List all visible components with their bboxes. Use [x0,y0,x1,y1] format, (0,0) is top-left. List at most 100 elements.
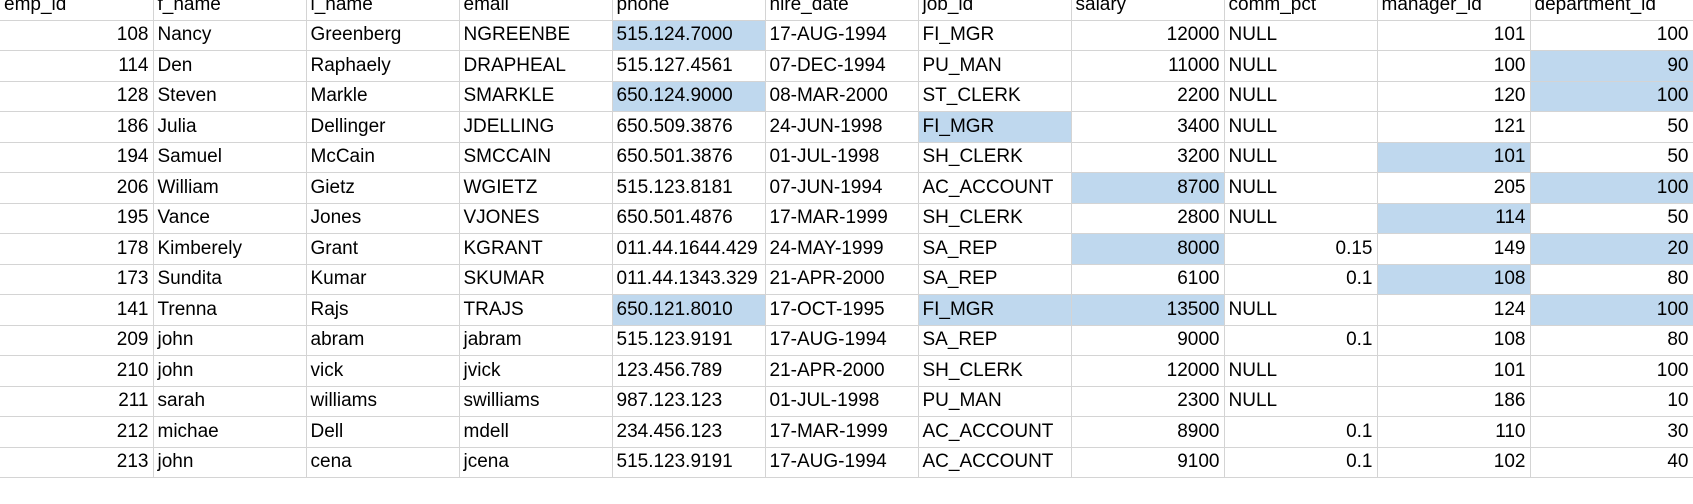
cell-f-name[interactable]: Steven [153,81,307,112]
column-header-email[interactable]: email [459,0,613,21]
cell-l-name[interactable]: Dell [306,416,460,448]
cell-phone[interactable]: 234.456.123 [612,416,766,448]
cell-hire-date[interactable]: 08-MAR-2000 [765,81,919,112]
cell-f-name[interactable]: john [153,447,307,478]
cell-hire-date[interactable]: 07-DEC-1994 [765,50,919,82]
cell-manager-id[interactable]: 186 [1377,386,1531,417]
cell-emp-id[interactable]: 178 [0,233,154,265]
cell-comm-pct[interactable]: NULL [1224,172,1378,204]
cell-emp-id[interactable]: 173 [0,264,154,295]
cell-phone[interactable]: 123.456.789 [612,355,766,387]
cell-f-name[interactable]: sarah [153,386,307,417]
cell-salary[interactable]: 2800 [1071,203,1225,234]
cell-salary[interactable]: 13500 [1071,294,1225,326]
cell-job-id[interactable]: AC_ACCOUNT [918,447,1072,478]
cell-phone[interactable]: 987.123.123 [612,386,766,417]
cell-comm-pct[interactable]: 0.1 [1224,447,1378,478]
cell-department-id[interactable]: 90 [1530,50,1693,82]
cell-manager-id[interactable]: 100 [1377,50,1531,82]
cell-comm-pct[interactable]: NULL [1224,294,1378,326]
cell-l-name[interactable]: Rajs [306,294,460,326]
cell-email[interactable]: swilliams [459,386,613,417]
cell-job-id[interactable]: PU_MAN [918,386,1072,417]
cell-f-name[interactable]: michae [153,416,307,448]
cell-department-id[interactable]: 50 [1530,203,1693,234]
column-header-salary[interactable]: salary [1071,0,1225,21]
cell-l-name[interactable]: Greenberg [306,20,460,51]
cell-manager-id[interactable]: 108 [1377,264,1531,295]
cell-hire-date[interactable]: 24-MAY-1999 [765,233,919,265]
cell-email[interactable]: DRAPHEAL [459,50,613,82]
cell-phone[interactable]: 650.121.8010 [612,294,766,326]
cell-comm-pct[interactable]: NULL [1224,111,1378,143]
cell-department-id[interactable]: 20 [1530,233,1693,265]
cell-hire-date[interactable]: 17-AUG-1994 [765,325,919,356]
cell-department-id[interactable]: 100 [1530,355,1693,387]
cell-salary[interactable]: 2200 [1071,81,1225,112]
cell-phone[interactable]: 515.127.4561 [612,50,766,82]
cell-job-id[interactable]: SH_CLERK [918,142,1072,173]
cell-job-id[interactable]: SH_CLERK [918,203,1072,234]
cell-emp-id[interactable]: 114 [0,50,154,82]
cell-salary[interactable]: 9000 [1071,325,1225,356]
cell-emp-id[interactable]: 211 [0,386,154,417]
cell-l-name[interactable]: Markle [306,81,460,112]
cell-f-name[interactable]: Sundita [153,264,307,295]
cell-phone[interactable]: 650.501.3876 [612,142,766,173]
cell-salary[interactable]: 12000 [1071,20,1225,51]
cell-comm-pct[interactable]: NULL [1224,50,1378,82]
cell-l-name[interactable]: Raphaely [306,50,460,82]
cell-phone[interactable]: 011.44.1343.329 [612,264,766,295]
cell-email[interactable]: VJONES [459,203,613,234]
cell-l-name[interactable]: Jones [306,203,460,234]
cell-l-name[interactable]: Kumar [306,264,460,295]
cell-l-name[interactable]: Dellinger [306,111,460,143]
cell-salary[interactable]: 8900 [1071,416,1225,448]
cell-department-id[interactable]: 100 [1530,294,1693,326]
cell-f-name[interactable]: Kimberely [153,233,307,265]
cell-job-id[interactable]: FI_MGR [918,294,1072,326]
cell-salary[interactable]: 6100 [1071,264,1225,295]
cell-email[interactable]: SMCCAIN [459,142,613,173]
column-header-f-name[interactable]: f_name [153,0,307,21]
cell-salary[interactable]: 9100 [1071,447,1225,478]
cell-f-name[interactable]: Nancy [153,20,307,51]
cell-department-id[interactable]: 50 [1530,111,1693,143]
cell-phone[interactable]: 650.509.3876 [612,111,766,143]
cell-hire-date[interactable]: 01-JUL-1998 [765,142,919,173]
cell-hire-date[interactable]: 17-AUG-1994 [765,447,919,478]
cell-manager-id[interactable]: 101 [1377,20,1531,51]
cell-f-name[interactable]: john [153,355,307,387]
cell-salary[interactable]: 3200 [1071,142,1225,173]
cell-email[interactable]: jabram [459,325,613,356]
cell-job-id[interactable]: ST_CLERK [918,81,1072,112]
cell-manager-id[interactable]: 121 [1377,111,1531,143]
column-header-department-id[interactable]: department_id [1530,0,1693,21]
column-header-comm-pct[interactable]: comm_pct [1224,0,1378,21]
cell-hire-date[interactable]: 21-APR-2000 [765,264,919,295]
cell-f-name[interactable]: Julia [153,111,307,143]
cell-department-id[interactable]: 80 [1530,325,1693,356]
cell-department-id[interactable]: 10 [1530,386,1693,417]
cell-f-name[interactable]: Den [153,50,307,82]
cell-comm-pct[interactable]: NULL [1224,20,1378,51]
cell-email[interactable]: jvick [459,355,613,387]
cell-l-name[interactable]: abram [306,325,460,356]
cell-emp-id[interactable]: 108 [0,20,154,51]
column-header-phone[interactable]: phone [612,0,766,21]
cell-comm-pct[interactable]: NULL [1224,386,1378,417]
cell-email[interactable]: WGIETZ [459,172,613,204]
cell-manager-id[interactable]: 205 [1377,172,1531,204]
cell-emp-id[interactable]: 209 [0,325,154,356]
cell-comm-pct[interactable]: NULL [1224,142,1378,173]
column-header-emp-id[interactable]: emp_id [0,0,154,21]
column-header-l-name[interactable]: l_name [306,0,460,21]
cell-emp-id[interactable]: 141 [0,294,154,326]
cell-f-name[interactable]: Vance [153,203,307,234]
cell-manager-id[interactable]: 101 [1377,355,1531,387]
cell-comm-pct[interactable]: NULL [1224,203,1378,234]
cell-email[interactable]: NGREENBE [459,20,613,51]
cell-comm-pct[interactable]: 0.1 [1224,325,1378,356]
cell-salary[interactable]: 3400 [1071,111,1225,143]
cell-salary[interactable]: 2300 [1071,386,1225,417]
